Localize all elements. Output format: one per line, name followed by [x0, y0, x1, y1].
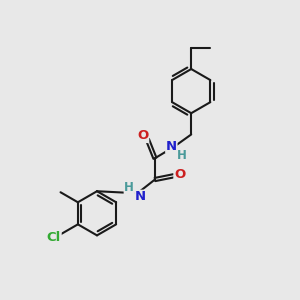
Text: O: O	[174, 168, 185, 181]
Text: N: N	[135, 190, 146, 203]
Text: Cl: Cl	[47, 231, 61, 244]
Text: H: H	[124, 182, 134, 194]
Text: O: O	[137, 129, 148, 142]
Text: H: H	[177, 149, 187, 162]
Text: N: N	[166, 140, 177, 153]
